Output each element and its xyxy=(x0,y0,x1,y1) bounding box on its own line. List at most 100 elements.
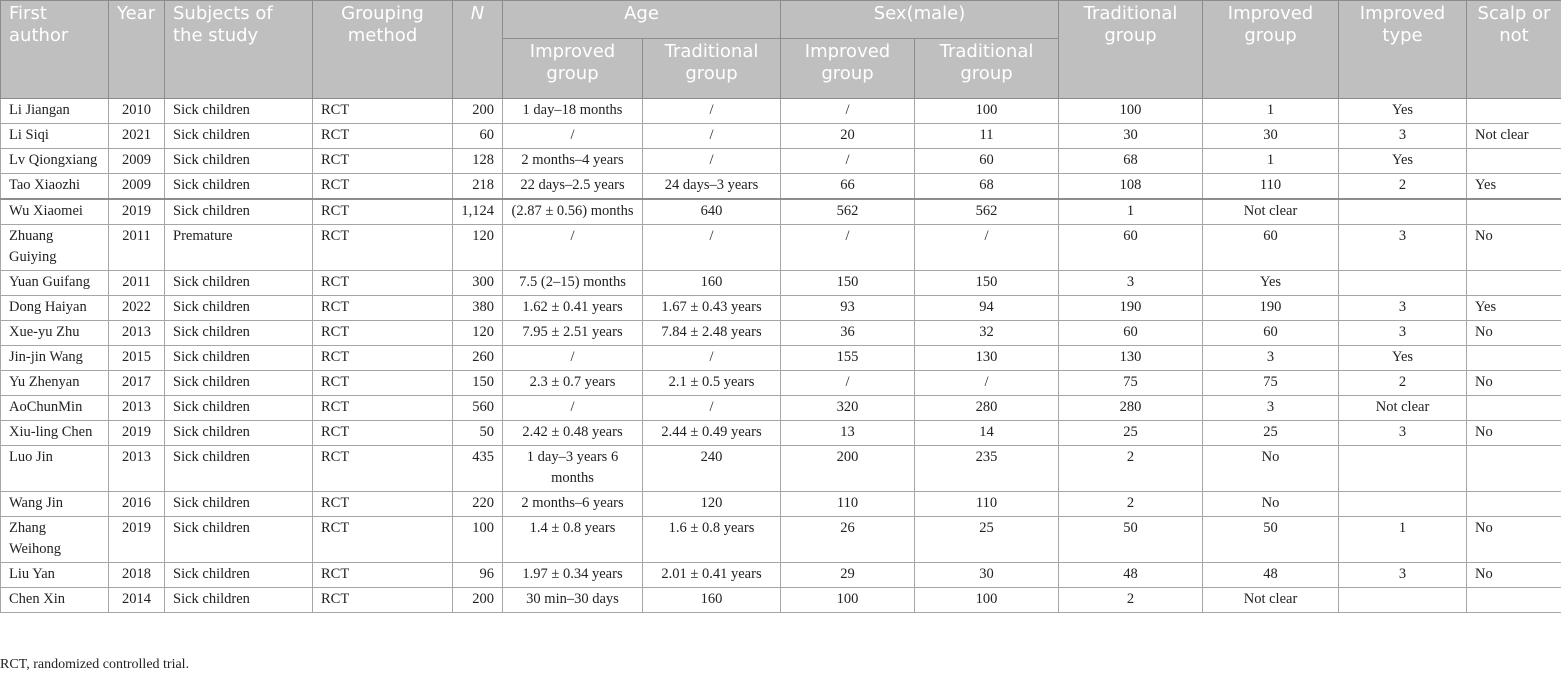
header-first-author: First author xyxy=(0,0,109,99)
cell-traditional-group: 68 xyxy=(1058,148,1204,174)
cell-age-improved: (2.87 ± 0.56) months xyxy=(502,198,643,225)
cell-age-improved: / xyxy=(502,123,643,149)
header-improved-type: Improved type xyxy=(1338,0,1468,99)
cell-improved-group: Not clear xyxy=(1202,587,1340,613)
cell-age-traditional: 7.84 ± 2.48 years xyxy=(641,320,782,346)
cell-grouping: RCT xyxy=(312,395,453,421)
cell-age-improved: 2.42 ± 0.48 years xyxy=(502,420,643,446)
cell-subjects: Sick children xyxy=(164,420,313,446)
cell-grouping: RCT xyxy=(312,491,453,517)
cell-scalp: No xyxy=(1466,562,1561,588)
cell-age-traditional: / xyxy=(641,345,782,371)
cell-n: 220 xyxy=(452,491,503,517)
header-grouping: Grouping method xyxy=(312,0,453,99)
cell-age-improved: 7.5 (2–15) months xyxy=(502,270,643,296)
cell-first-author: Wang Jin xyxy=(0,491,109,517)
cell-subjects: Sick children xyxy=(164,587,313,613)
cell-improved-group: 60 xyxy=(1202,320,1340,346)
cell-sex-improved: 93 xyxy=(780,295,916,321)
cell-first-author: Li Siqi xyxy=(0,123,109,149)
cell-subjects: Sick children xyxy=(164,370,313,396)
cell-improved-type: 3 xyxy=(1338,562,1468,588)
cell-scalp: Yes xyxy=(1466,173,1561,200)
cell-age-improved: 7.95 ± 2.51 years xyxy=(502,320,643,346)
cell-scalp xyxy=(1466,445,1561,492)
cell-sex-improved: 66 xyxy=(780,173,916,200)
cell-year: 2010 xyxy=(108,98,165,124)
cell-traditional-group: 2 xyxy=(1058,491,1204,517)
cell-first-author: Wu Xiaomei xyxy=(0,198,109,225)
cell-grouping: RCT xyxy=(312,98,453,124)
cell-sex-improved: / xyxy=(780,370,916,396)
cell-subjects: Sick children xyxy=(164,345,313,371)
cell-n: 150 xyxy=(452,370,503,396)
cell-age-traditional: 1.67 ± 0.43 years xyxy=(641,295,782,321)
cell-grouping: RCT xyxy=(312,173,453,200)
table-row: Yu Zhenyan 2017 Sick children RCT 150 2.3 ± 0… xyxy=(0,370,1561,396)
cell-subjects: Sick children xyxy=(164,123,313,149)
cell-grouping: RCT xyxy=(312,295,453,321)
cell-improved-group: No xyxy=(1202,445,1340,492)
cell-traditional-group: 3 xyxy=(1058,270,1204,296)
cell-first-author: Lv Qiongxiang xyxy=(0,148,109,174)
cell-improved-group: 60 xyxy=(1202,224,1340,271)
cell-age-traditional: 160 xyxy=(641,587,782,613)
cell-age-improved: 2.3 ± 0.7 years xyxy=(502,370,643,396)
cell-scalp xyxy=(1466,98,1561,124)
cell-age-improved: 1 day–18 months xyxy=(502,98,643,124)
cell-age-traditional: / xyxy=(641,148,782,174)
cell-grouping: RCT xyxy=(312,445,453,492)
cell-age-traditional: 160 xyxy=(641,270,782,296)
cell-improved-type: 3 xyxy=(1338,420,1468,446)
header-n: N xyxy=(452,0,503,99)
cell-scalp: No xyxy=(1466,224,1561,271)
cell-traditional-group: 25 xyxy=(1058,420,1204,446)
header-sex-improved: Improved group xyxy=(780,38,916,99)
cell-sex-improved: 110 xyxy=(780,491,916,517)
cell-n: 100 xyxy=(452,516,503,563)
header-age: Age xyxy=(501,0,782,39)
cell-age-improved: / xyxy=(502,224,643,271)
cell-year: 2009 xyxy=(108,148,165,174)
cell-age-traditional: 120 xyxy=(641,491,782,517)
table-row: Zhuang Guiying 2011 Premature RCT 120// //60 6… xyxy=(0,224,1561,271)
cell-scalp: No xyxy=(1466,320,1561,346)
cell-improved-group: Yes xyxy=(1202,270,1340,296)
cell-traditional-group: 48 xyxy=(1058,562,1204,588)
cell-traditional-group: 60 xyxy=(1058,224,1204,271)
cell-first-author: Yuan Guifang xyxy=(0,270,109,296)
cell-age-traditional: 2.01 ± 0.41 years xyxy=(641,562,782,588)
cell-first-author: Zhuang Guiying xyxy=(0,224,109,271)
cell-improved-group: 25 xyxy=(1202,420,1340,446)
table-row: AoChunMin 2013 Sick children RCT 560//320 280… xyxy=(0,395,1561,421)
cell-improved-type xyxy=(1338,491,1468,517)
cell-subjects: Sick children xyxy=(164,516,313,563)
cell-improved-group: 75 xyxy=(1202,370,1340,396)
cell-scalp xyxy=(1466,491,1561,517)
cell-subjects: Sick children xyxy=(164,270,313,296)
table-row: Chen Xin 2014 Sick children RCT 200 30 min–30… xyxy=(0,587,1561,613)
cell-age-traditional: / xyxy=(641,395,782,421)
table-row: Wu Xiaomei 2019 Sick children RCT 1,124 (2.87… xyxy=(0,198,1561,225)
cell-sex-improved: 150 xyxy=(780,270,916,296)
cell-sex-traditional: 68 xyxy=(914,173,1060,200)
cell-n: 435 xyxy=(452,445,503,492)
cell-grouping: RCT xyxy=(312,562,453,588)
header-sex-traditional: Traditional group xyxy=(914,38,1060,99)
cell-improved-type: 3 xyxy=(1338,320,1468,346)
cell-improved-group: 190 xyxy=(1202,295,1340,321)
cell-age-traditional: 240 xyxy=(641,445,782,492)
cell-sex-improved: 29 xyxy=(780,562,916,588)
cell-improved-group: 30 xyxy=(1202,123,1340,149)
cell-sex-improved: / xyxy=(780,224,916,271)
cell-improved-type xyxy=(1338,270,1468,296)
cell-n: 1,124 xyxy=(452,198,503,225)
cell-scalp: Yes xyxy=(1466,295,1561,321)
cell-sex-improved: 155 xyxy=(780,345,916,371)
table-row: Zhang Weihong 2019 Sick children RCT 100 1.4 … xyxy=(0,516,1561,563)
header-traditional-group: Traditional group xyxy=(1058,0,1204,99)
cell-n: 120 xyxy=(452,224,503,271)
cell-traditional-group: 2 xyxy=(1058,445,1204,492)
cell-sex-improved: 36 xyxy=(780,320,916,346)
cell-sex-traditional: 150 xyxy=(914,270,1060,296)
